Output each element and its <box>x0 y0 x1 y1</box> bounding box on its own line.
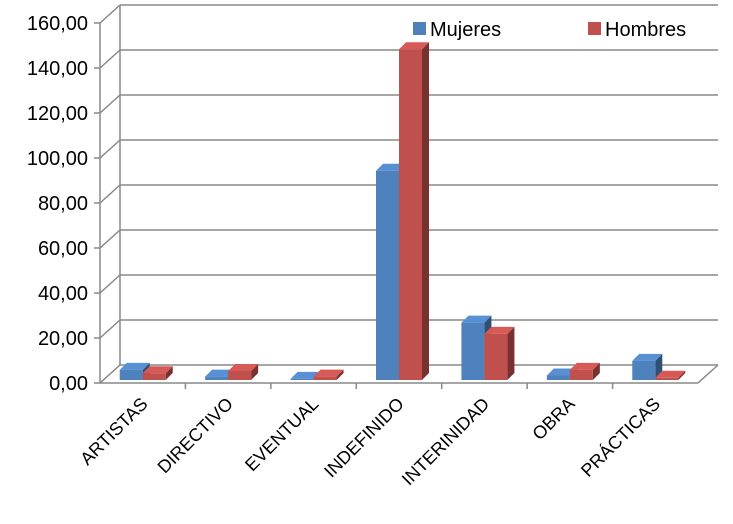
gridline-wall <box>99 139 121 159</box>
bar-hombres-eventual <box>313 369 344 380</box>
gridline-wall <box>99 274 121 294</box>
gridline-wall <box>99 4 121 24</box>
axes <box>94 5 719 389</box>
bar-hombres-artistas <box>142 366 173 380</box>
floor-edge <box>697 364 719 384</box>
x-tick-label: ARTISTAS <box>76 394 151 469</box>
legend-item-mujeres: Mujeres <box>413 19 501 41</box>
bar-hombres-directivo <box>228 364 259 380</box>
gridline-wall <box>99 229 121 249</box>
x-tick-label: PRÁCTICAS <box>577 394 664 481</box>
y-tick-labels: 0,00 20,00 40,00 60,00 80,00 100,00 120,00 140,… <box>27 13 88 395</box>
y-tick-label: 60,00 <box>38 238 88 260</box>
bar-hombres-obra <box>569 362 600 380</box>
bar-hombres-indefinido <box>399 42 429 380</box>
y-tick-label: 100,00 <box>27 148 88 170</box>
x-tick-label: OBRA <box>528 394 578 444</box>
x-tick-labels: ARTISTAS DIRECTIVO EVENTUALINDEFINIDOINTER… <box>76 394 664 489</box>
y-tick-label: 140,00 <box>27 58 88 80</box>
x-tick-label: EVENTUAL <box>241 394 322 475</box>
bar-hombres-interinidad <box>484 326 515 380</box>
bar-hombres-prácticas <box>655 370 686 380</box>
y-tick-label: 20,00 <box>38 328 88 350</box>
gridline-wall <box>99 319 121 339</box>
x-tick-label: DIRECTIVO <box>154 394 237 477</box>
legend-label: Mujeres <box>430 19 501 41</box>
bars <box>119 42 686 380</box>
legend-label: Hombres <box>605 19 686 41</box>
legend-swatch <box>413 22 426 35</box>
legend-swatch <box>588 22 601 35</box>
gridline-wall <box>99 184 121 204</box>
legend-item-hombres: Hombres <box>588 19 686 41</box>
gridline-wall <box>99 364 121 384</box>
y-tick-label: 120,00 <box>27 103 88 125</box>
gridline-wall <box>99 94 121 114</box>
y-tick-label: 80,00 <box>38 193 88 215</box>
legend: Mujeres Hombres <box>413 19 686 41</box>
y-tick-label: 160,00 <box>27 13 88 35</box>
y-tick-label: 40,00 <box>38 283 88 305</box>
y-tick-label: 0,00 <box>49 373 88 395</box>
gridline-wall <box>99 49 121 69</box>
x-tick-label: INDEFINIDO <box>320 394 408 482</box>
x-tick-label: INTERINIDAD <box>398 394 493 489</box>
